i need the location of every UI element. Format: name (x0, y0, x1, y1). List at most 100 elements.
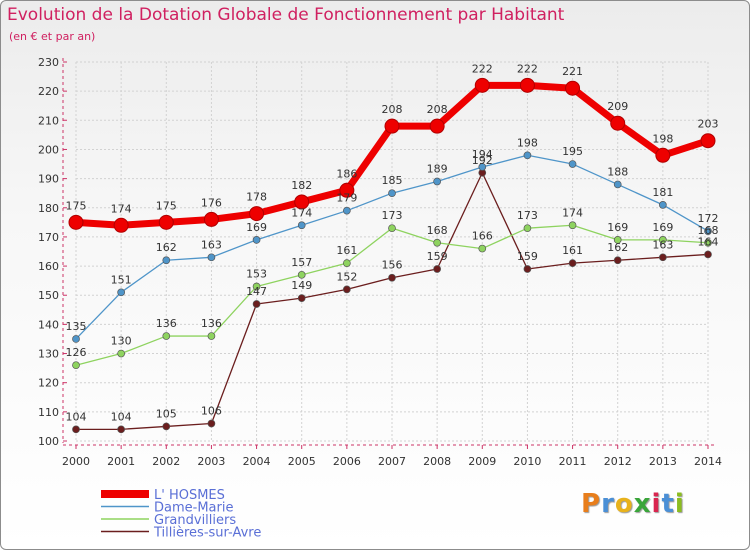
data-label-3-2006: 152 (336, 270, 357, 283)
point-2-2010 (523, 224, 532, 233)
data-label-2-2010: 173 (517, 209, 538, 222)
point-2-2011 (568, 221, 577, 230)
data-label-0-2013: 198 (652, 132, 673, 145)
logo-letter: t (661, 489, 675, 519)
point-0-2006 (339, 182, 355, 198)
data-label-1-2005: 174 (291, 206, 312, 219)
data-label-0-2004: 178 (246, 191, 267, 204)
data-labels: 175 174 175 176 178 182 186 208 208 222 222 221 209 1… (66, 62, 719, 423)
point-2-2007 (388, 224, 396, 233)
point-1-2012 (613, 180, 622, 189)
data-label-3-2007: 156 (382, 259, 403, 272)
point-1-2010 (523, 151, 532, 160)
data-label-3-2013: 163 (652, 238, 673, 251)
data-label-3-2005: 149 (291, 279, 312, 292)
point-1-2011 (568, 160, 577, 168)
point-1-2000 (72, 335, 80, 343)
y-tick-label-110: 110 (38, 406, 59, 419)
point-2-2004 (252, 282, 261, 291)
data-label-3-2002: 105 (156, 407, 177, 420)
point-2-2008 (433, 238, 441, 247)
x-tick-label-2003: 2003 (197, 455, 225, 468)
point-2-2006 (343, 259, 351, 268)
point-0-2005 (294, 194, 310, 210)
data-label-3-2011: 161 (562, 244, 583, 257)
point-3-2004 (252, 300, 261, 308)
point-0-2013 (655, 147, 671, 163)
point-2-2005 (297, 270, 306, 279)
data-label-0-2005: 182 (291, 179, 312, 192)
legend-label-1: Dame-Marie (154, 501, 233, 516)
gridlines (75, 61, 709, 442)
logo-letter: i (651, 489, 662, 519)
logo-letter: x (633, 489, 652, 519)
point-3-2000 (72, 425, 80, 434)
point-0-2002 (158, 214, 174, 230)
data-label-0-2003: 176 (201, 196, 222, 209)
data-label-2-2005: 157 (291, 256, 312, 269)
data-label-1-2001: 151 (111, 273, 132, 286)
x-tick-label-2005: 2005 (288, 455, 316, 468)
point-0-2003 (203, 211, 219, 227)
data-label-3-2010: 159 (517, 250, 538, 263)
point-3-2006 (343, 285, 351, 294)
point-1-2001 (117, 288, 125, 297)
data-label-1-2000: 135 (66, 320, 87, 333)
y-tick-label-120: 120 (38, 377, 59, 390)
point-0-2012 (610, 115, 626, 131)
point-1-2014 (704, 227, 712, 235)
point-2-2003 (207, 332, 216, 340)
x-tick-label-2002: 2002 (152, 455, 180, 468)
series-lines (68, 77, 716, 434)
data-label-0-2014: 203 (698, 118, 719, 131)
data-label-2-2000: 126 (66, 346, 87, 359)
data-label-0-2001: 174 (111, 202, 132, 215)
point-3-2010 (523, 265, 532, 273)
point-3-2013 (659, 253, 667, 262)
y-tick-label-160: 160 (38, 260, 59, 273)
point-2-2014 (704, 238, 712, 247)
data-label-3-2008: 159 (427, 250, 448, 263)
chart-title: Evolution de la Dotation Globale de Fonc… (7, 5, 565, 25)
data-label-1-2008: 189 (427, 163, 448, 176)
data-label-3-2014: 164 (698, 235, 719, 248)
x-tick-label-2008: 2008 (423, 455, 451, 468)
point-1-2008 (433, 177, 441, 186)
data-label-1-2004: 169 (246, 221, 267, 234)
data-label-0-2008: 208 (427, 103, 448, 116)
x-tick-label-2009: 2009 (468, 455, 496, 468)
point-3-2008 (433, 265, 441, 273)
data-label-2-2013: 169 (652, 221, 673, 234)
data-label-2-2006: 161 (336, 244, 357, 257)
proxiti-logo: Proxiti (581, 489, 685, 519)
logo-letter: r (601, 489, 615, 519)
data-label-1-2011: 195 (562, 145, 583, 158)
point-0-2010 (519, 77, 535, 93)
point-1-2002 (162, 256, 171, 265)
data-label-1-2013: 181 (652, 186, 673, 199)
point-2-2001 (117, 349, 125, 358)
data-label-2-2009: 166 (472, 230, 493, 243)
legend-label-2: Grandvilliers (154, 513, 236, 528)
point-0-2009 (474, 77, 490, 93)
x-tick-label-2001: 2001 (107, 455, 135, 468)
y-tick-label-190: 190 (38, 173, 59, 186)
y-tick-label-130: 130 (38, 348, 59, 361)
y-tick-label-140: 140 (38, 318, 59, 331)
y-tick-label-150: 150 (38, 289, 59, 302)
point-2-2012 (613, 235, 622, 244)
point-3-2003 (207, 419, 216, 428)
point-3-2011 (568, 259, 577, 268)
point-1-2007 (388, 189, 396, 198)
x-tick-label-2012: 2012 (604, 455, 632, 468)
legend-label-3: Tillières-sur-Avre (153, 526, 261, 541)
data-label-3-2004: 147 (246, 285, 267, 298)
point-1-2009 (478, 163, 487, 171)
data-label-2-2007: 173 (382, 209, 403, 222)
point-3-2014 (704, 250, 712, 259)
data-label-0-2002: 175 (156, 199, 177, 212)
point-3-2001 (117, 425, 125, 434)
data-label-3-2003: 106 (201, 405, 222, 418)
